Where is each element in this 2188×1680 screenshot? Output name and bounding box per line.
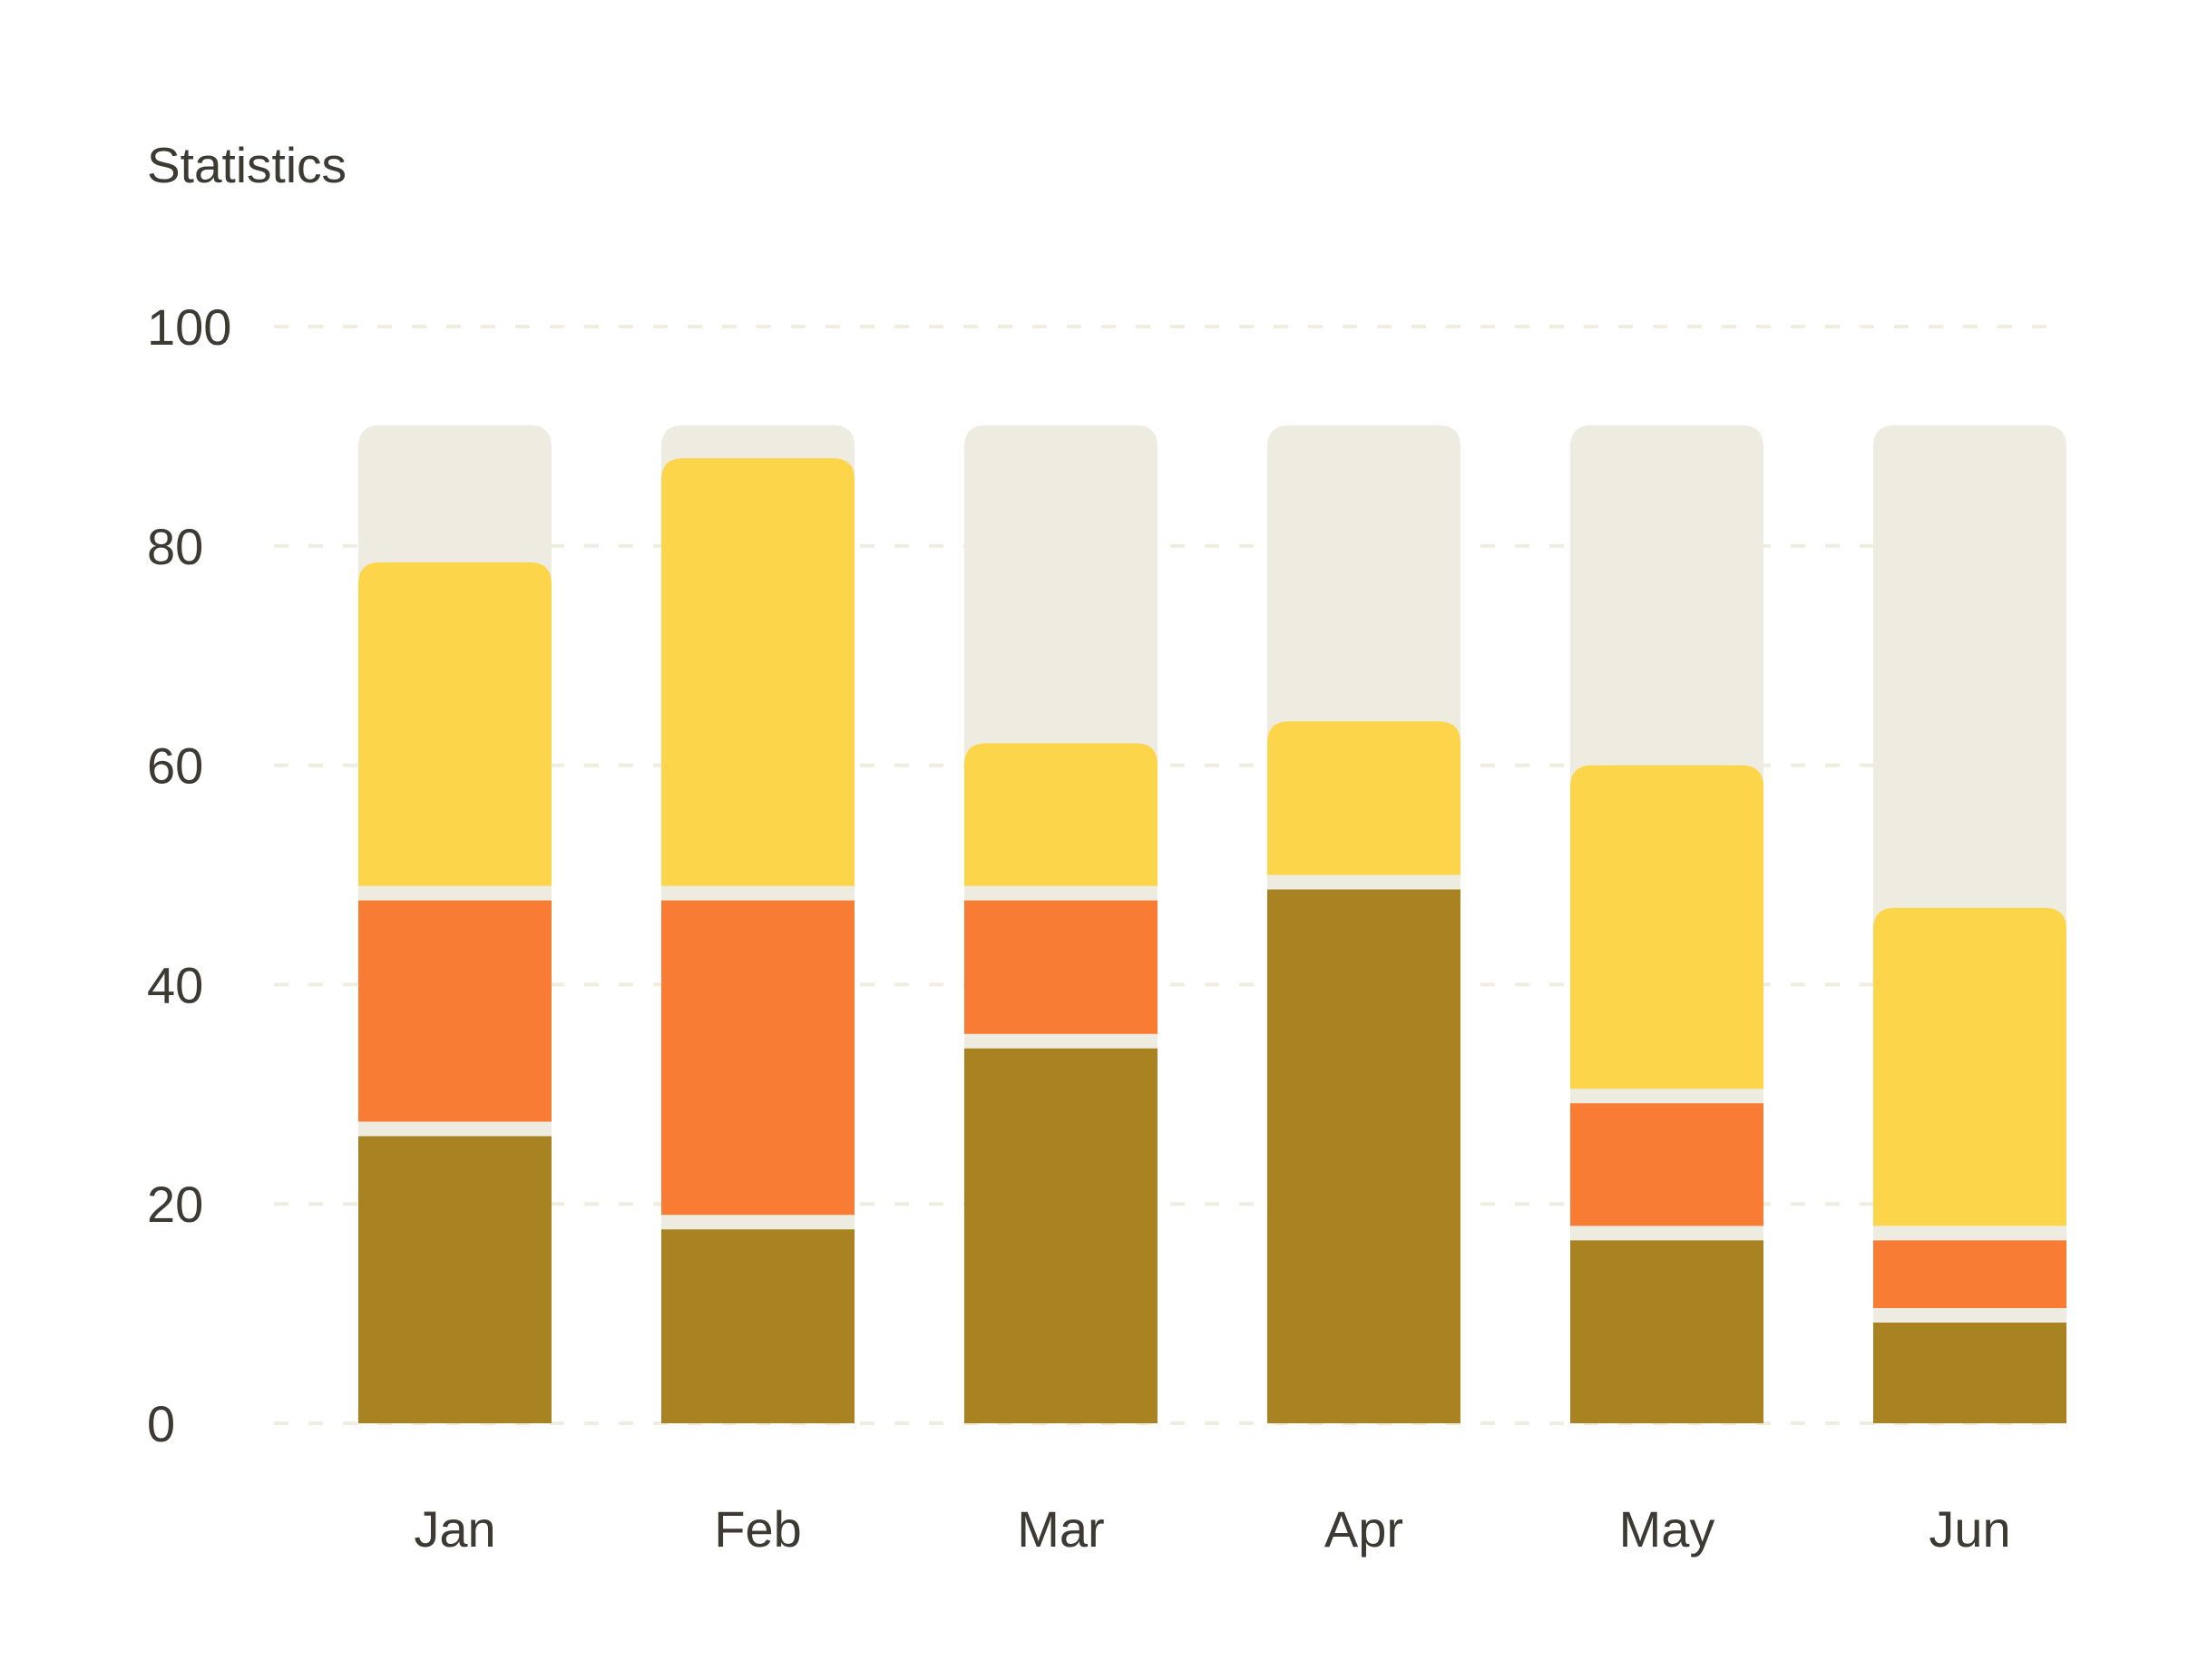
bar-may-series-2 (1570, 1103, 1763, 1226)
bar-group-apr (1267, 425, 1460, 1423)
x-tick-label-jun: Jun (1929, 1500, 2010, 1558)
bar-feb-series-2 (661, 900, 855, 1216)
x-tick-label-mar: Mar (1017, 1500, 1104, 1558)
y-tick-label: 20 (147, 1176, 203, 1233)
bar-apr-series-3 (1267, 721, 1460, 875)
bar-jun-series-2 (1873, 1240, 2066, 1309)
bar-apr-series-1 (1267, 889, 1460, 1423)
bar-jan-series-3 (358, 562, 552, 886)
bar-may-series-1 (1570, 1240, 1763, 1423)
bar-group-may (1570, 425, 1763, 1423)
x-tick-label-feb: Feb (714, 1500, 802, 1558)
bar-jun-series-1 (1873, 1323, 2066, 1423)
bar-jan-series-2 (358, 900, 552, 1122)
bar-jun-series-3 (1873, 907, 2066, 1226)
y-axis: 0 20 40 60 80 100 (147, 298, 231, 1452)
bar-mar-series-1 (964, 1048, 1157, 1423)
chart-title: Statistics (147, 137, 347, 193)
bar-may-series-3 (1570, 765, 1763, 1089)
bar-jan-series-1 (358, 1136, 552, 1423)
bar-mar-series-3 (964, 743, 1157, 886)
y-tick-label: 0 (147, 1395, 175, 1452)
x-axis: Jan Feb Mar Apr May Jun (414, 1500, 2010, 1558)
bar-group-feb (661, 425, 855, 1423)
y-tick-label: 100 (147, 298, 231, 356)
bar-group-mar (964, 425, 1157, 1423)
bars (358, 425, 2066, 1423)
bar-group-jan (358, 425, 552, 1423)
y-tick-label: 80 (147, 518, 203, 575)
y-tick-label: 60 (147, 737, 203, 795)
x-tick-label-jan: Jan (414, 1500, 495, 1558)
x-tick-label-may: May (1619, 1500, 1715, 1558)
bar-group-jun (1873, 425, 2066, 1423)
y-tick-label: 40 (147, 956, 203, 1013)
bar-feb-series-1 (661, 1229, 855, 1423)
x-tick-label-apr: Apr (1324, 1500, 1403, 1558)
bar-feb-series-3 (661, 458, 855, 886)
bar-mar-series-2 (964, 900, 1157, 1034)
